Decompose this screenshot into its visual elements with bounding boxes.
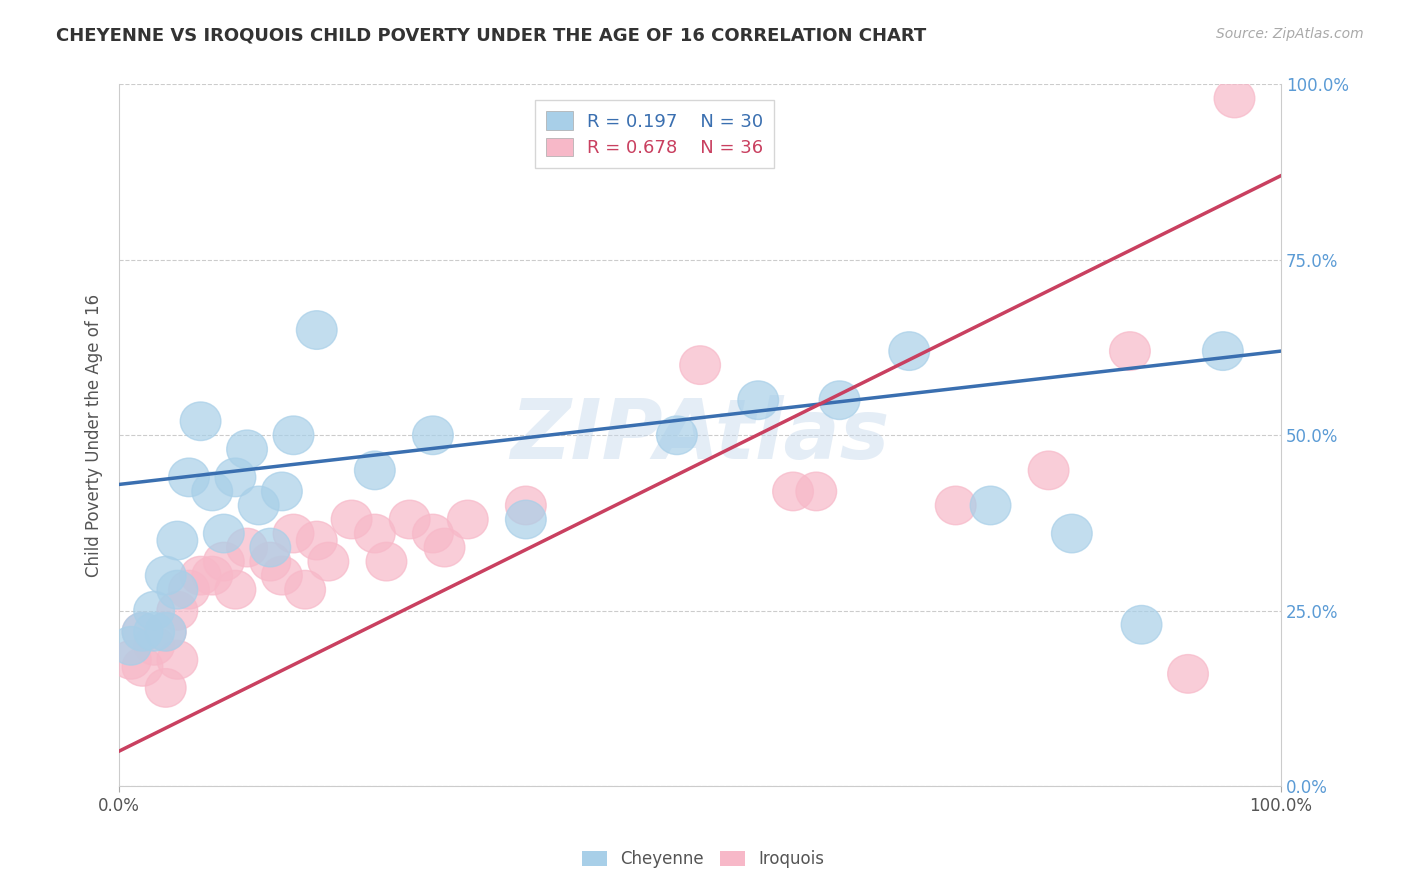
Text: ZIPAtlas: ZIPAtlas: [510, 395, 890, 475]
Legend: R = 0.197    N = 30, R = 0.678    N = 36: R = 0.197 N = 30, R = 0.678 N = 36: [534, 101, 775, 168]
Legend: Cheyenne, Iroquois: Cheyenne, Iroquois: [575, 844, 831, 875]
Text: CHEYENNE VS IROQUOIS CHILD POVERTY UNDER THE AGE OF 16 CORRELATION CHART: CHEYENNE VS IROQUOIS CHILD POVERTY UNDER…: [56, 27, 927, 45]
Text: Source: ZipAtlas.com: Source: ZipAtlas.com: [1216, 27, 1364, 41]
Y-axis label: Child Poverty Under the Age of 16: Child Poverty Under the Age of 16: [86, 293, 103, 577]
